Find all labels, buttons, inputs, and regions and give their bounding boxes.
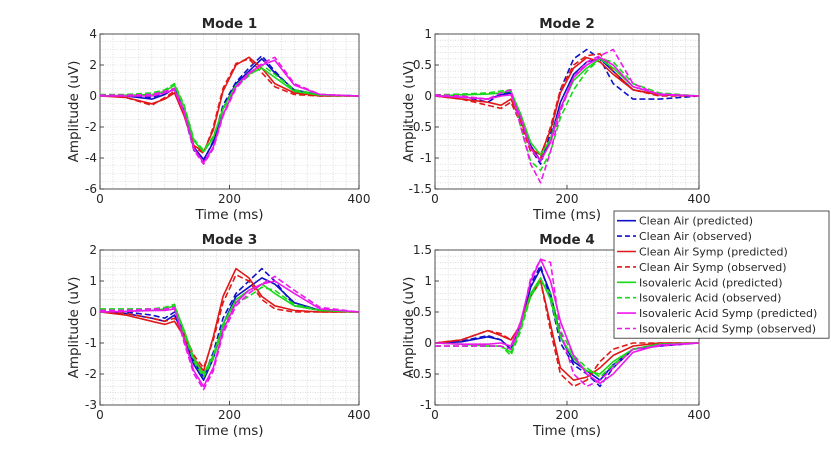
x-tick-label: 200 (556, 192, 579, 206)
x-tick-label: 400 (348, 408, 371, 422)
legend-entry-label: Isovaleric Acid (predicted) (639, 276, 783, 289)
y-tick-label: -2 (85, 367, 97, 381)
series-line (99, 280, 360, 388)
y-tick-label: -6 (85, 182, 97, 196)
y-tick-label: 0.5 (413, 305, 432, 319)
y-tick-label: 0.5 (413, 58, 432, 72)
y-tick-label: -1.5 (409, 182, 432, 196)
x-tick-label: 0 (431, 192, 439, 206)
y-tick-label: -1 (85, 336, 97, 350)
y-tick-label: 0 (424, 336, 432, 350)
y-tick-label: 1 (89, 274, 97, 288)
y-tick-label: -1 (420, 398, 432, 412)
y-tick-label: -0.5 (409, 367, 432, 381)
chart-panel-4: 0 200 400 -1 -0.5 0 0.5 1 1.5 Mode 4 Time (ms) Ampl… (401, 232, 710, 439)
legend-box (613, 210, 830, 339)
chart-panel-3: 0 200 400 -3 -2 -1 0 1 2 Mode 3 Time (ms) Amplitude… (66, 232, 370, 439)
x-tick-label: 400 (688, 408, 711, 422)
y-tick-label: 2 (89, 58, 97, 72)
series-line (434, 277, 700, 375)
y-tick-label: -0.5 (409, 120, 432, 134)
series-line (434, 280, 699, 382)
series-line (100, 275, 360, 391)
series-line (434, 280, 699, 388)
chart-panel-2: 0 200 400 -1.5 -1 -0.5 0 0.5 1 Mode 2 Time (ms) Amp… (401, 16, 710, 223)
chart-title: Mode 1 (202, 16, 258, 32)
series-line (99, 57, 359, 155)
series-line (434, 258, 700, 385)
x-axis-label: Time (ms) (194, 207, 263, 223)
y-axis-label: Amplitude (uV) (401, 61, 417, 163)
y-tick-label: 1 (424, 27, 432, 41)
series-line (99, 267, 360, 378)
x-axis-label: Time (ms) (532, 423, 601, 439)
y-tick-label: -1 (420, 151, 432, 165)
series-line (434, 48, 700, 184)
series-line (100, 56, 360, 165)
series-line (434, 52, 699, 159)
y-tick-label: 1.5 (413, 243, 432, 257)
y-tick-label: 2 (89, 243, 97, 257)
y-axis-label: Amplitude (uV) (66, 277, 82, 379)
x-axis-label: Time (ms) (194, 423, 263, 439)
y-tick-label: 4 (89, 27, 97, 41)
x-tick-label: 200 (218, 192, 241, 206)
series-line (100, 286, 360, 378)
y-tick-label: 0 (89, 305, 97, 319)
legend-entry-label: Clean Air Symp (observed) (639, 261, 787, 274)
legend-entry-label: Clean Air Symp (predicted) (639, 246, 788, 259)
series-line (100, 64, 360, 152)
series-line (99, 56, 359, 153)
chart-title: Mode 3 (202, 232, 258, 248)
legend-entry-label: Clean Air (observed) (639, 230, 752, 243)
series-line (99, 67, 360, 153)
x-tick-label: 200 (556, 408, 579, 422)
chart-title: Mode 4 (539, 232, 595, 248)
series-line (434, 56, 700, 162)
x-tick-label: 0 (431, 408, 439, 422)
y-axis-label: Amplitude (uV) (401, 277, 417, 379)
y-tick-label: -2 (85, 120, 97, 134)
legend-entry-label: Isovaleric Acid Symp (predicted) (639, 307, 817, 320)
x-tick-label: 400 (348, 192, 371, 206)
series-line (434, 56, 700, 156)
x-tick-label: 0 (96, 408, 104, 422)
legend: Clean Air (predicted) Clean Air (observed… (613, 210, 830, 339)
legend-entry-label: Isovaleric Acid Symp (observed) (639, 323, 816, 336)
series-line (434, 57, 700, 156)
series-line (99, 54, 360, 162)
y-tick-label: -3 (85, 398, 97, 412)
chart-title: Mode 2 (539, 16, 595, 32)
series-line (99, 273, 359, 369)
x-tick-label: 200 (218, 408, 241, 422)
y-axis-label: Amplitude (uV) (66, 61, 82, 163)
legend-entry-label: Clean Air (predicted) (639, 215, 753, 228)
series-line (99, 283, 360, 375)
y-tick-label: 0 (424, 89, 432, 103)
chart-panel-1: 0 200 400 -6 -4 -2 0 2 4 Mode 1 Time (ms) Amplitude… (66, 16, 370, 223)
x-tick-label: 400 (688, 192, 711, 206)
series-line (100, 59, 360, 164)
legend-entry-label: Isovaleric Acid (observed) (639, 292, 781, 305)
series-line (435, 280, 700, 378)
y-tick-label: 1 (424, 274, 432, 288)
y-tick-label: -4 (85, 151, 97, 165)
y-tick-label: 0 (89, 89, 97, 103)
x-axis-label: Time (ms) (532, 207, 601, 223)
x-tick-label: 0 (96, 192, 104, 206)
series-line (435, 258, 700, 388)
